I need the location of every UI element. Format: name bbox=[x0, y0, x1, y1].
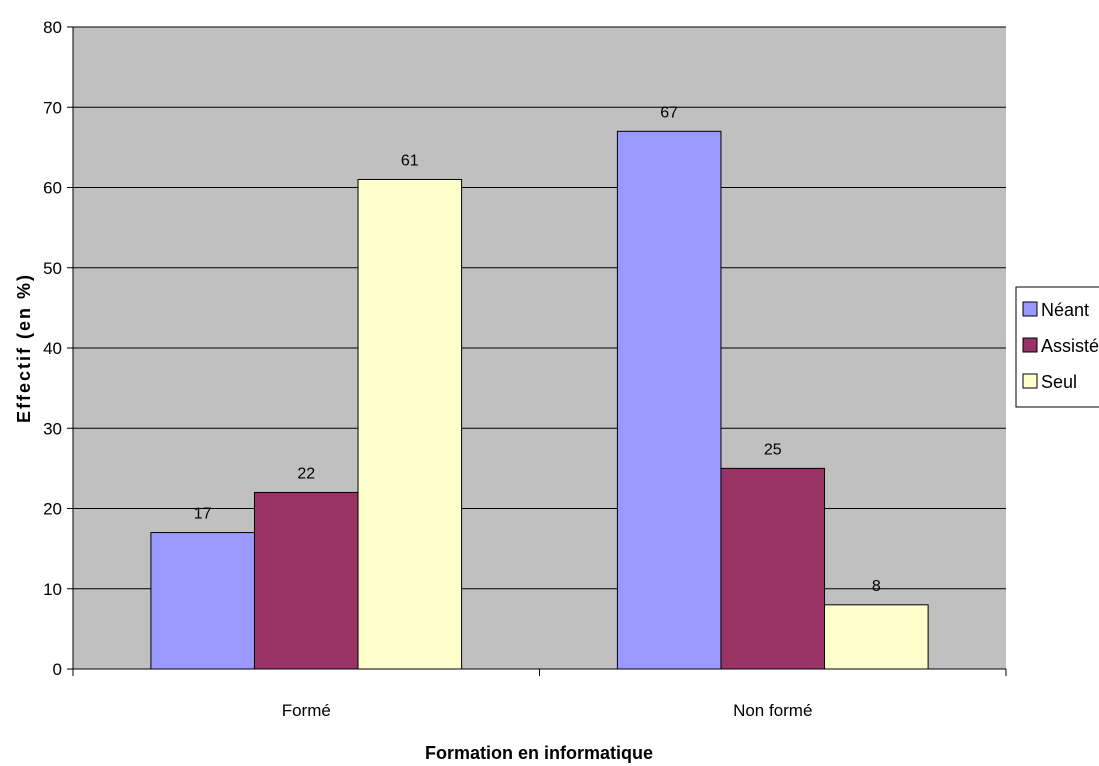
x-tick-label: Formé bbox=[282, 701, 331, 720]
data-label: 17 bbox=[194, 506, 212, 523]
data-label: 8 bbox=[872, 578, 881, 595]
bar bbox=[253, 491, 359, 670]
data-label: 67 bbox=[660, 104, 678, 121]
data-label: 22 bbox=[297, 465, 315, 482]
y-tick-label: 20 bbox=[43, 500, 62, 519]
bars bbox=[150, 130, 929, 670]
axes bbox=[67, 26, 1007, 676]
data-label: 25 bbox=[764, 441, 782, 458]
legend-label: Néant bbox=[1041, 300, 1089, 320]
y-tick-label: 60 bbox=[43, 179, 62, 198]
bar bbox=[357, 178, 463, 670]
legend-swatch bbox=[1022, 301, 1038, 317]
x-axis-label: Formation en informatique bbox=[425, 743, 653, 763]
y-tick-label: 30 bbox=[43, 419, 62, 438]
y-tick-labels: 0 10 20 30 40 50 60 70 80 bbox=[43, 18, 62, 679]
bar bbox=[616, 130, 722, 670]
y-tick-label: 0 bbox=[53, 660, 62, 679]
bar bbox=[720, 467, 826, 670]
legend: Néant Assisté Seul bbox=[1015, 286, 1099, 408]
legend-swatch bbox=[1022, 337, 1038, 353]
bar bbox=[824, 604, 929, 670]
legend-label: Assisté bbox=[1041, 336, 1099, 356]
y-tick-label: 50 bbox=[43, 259, 62, 278]
data-label: 61 bbox=[401, 152, 419, 169]
y-axis-label: Effectif (en %) bbox=[14, 273, 34, 423]
legend-swatch bbox=[1022, 373, 1038, 389]
y-tick-label: 10 bbox=[43, 580, 62, 599]
data-labels: 17 22 61 67 25 8 bbox=[194, 104, 881, 594]
y-tick-label: 40 bbox=[43, 339, 62, 358]
y-tick-label: 80 bbox=[43, 18, 62, 37]
bar bbox=[150, 532, 255, 670]
x-tick-label: Non formé bbox=[733, 701, 812, 720]
y-tick-label: 70 bbox=[43, 98, 62, 117]
x-tick-labels: Formé Non formé bbox=[282, 701, 813, 720]
legend-label: Seul bbox=[1041, 372, 1077, 392]
